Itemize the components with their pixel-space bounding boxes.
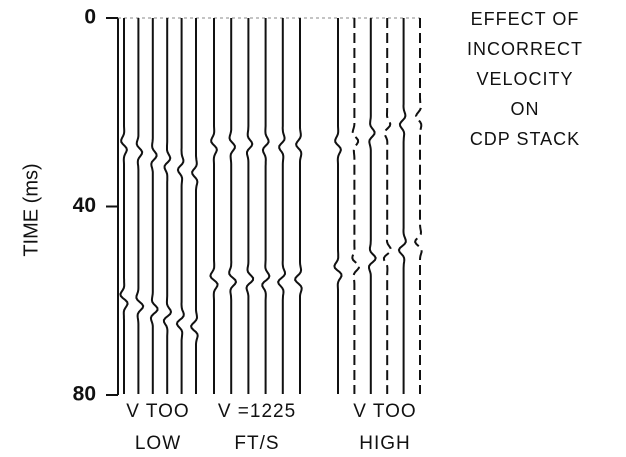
trace	[209, 18, 219, 394]
panel-label: V TOO	[126, 401, 189, 422]
trace	[382, 18, 393, 394]
trace	[135, 18, 145, 394]
panel-label: FT/S	[234, 433, 279, 454]
trace	[175, 18, 185, 394]
panel-label: V =1225	[218, 401, 296, 422]
trace	[333, 18, 343, 394]
title-line: EFFECT OF	[471, 9, 580, 29]
panel-label: V TOO	[353, 401, 416, 422]
trace	[119, 18, 129, 394]
title-line: INCORRECT	[467, 39, 583, 59]
trace	[277, 18, 287, 394]
title-line: ON	[511, 99, 540, 119]
trace	[367, 18, 377, 394]
trace	[414, 18, 423, 394]
trace	[149, 18, 159, 394]
trace	[397, 18, 407, 394]
y-tick-label: 80	[73, 383, 96, 406]
trace	[190, 18, 199, 394]
y-tick-label: 0	[84, 6, 96, 29]
trace	[228, 18, 238, 394]
panel-label: LOW	[135, 433, 181, 454]
y-tick-label: 40	[73, 194, 96, 217]
trace	[245, 18, 255, 394]
trace	[351, 18, 361, 394]
trace	[294, 18, 303, 394]
trace	[162, 18, 173, 394]
y-axis-label: TIME (ms)	[20, 163, 42, 256]
trace	[261, 18, 271, 394]
title-line: CDP STACK	[470, 129, 580, 149]
panel-label: HIGH	[359, 433, 411, 454]
title-line: VELOCITY	[476, 69, 573, 89]
